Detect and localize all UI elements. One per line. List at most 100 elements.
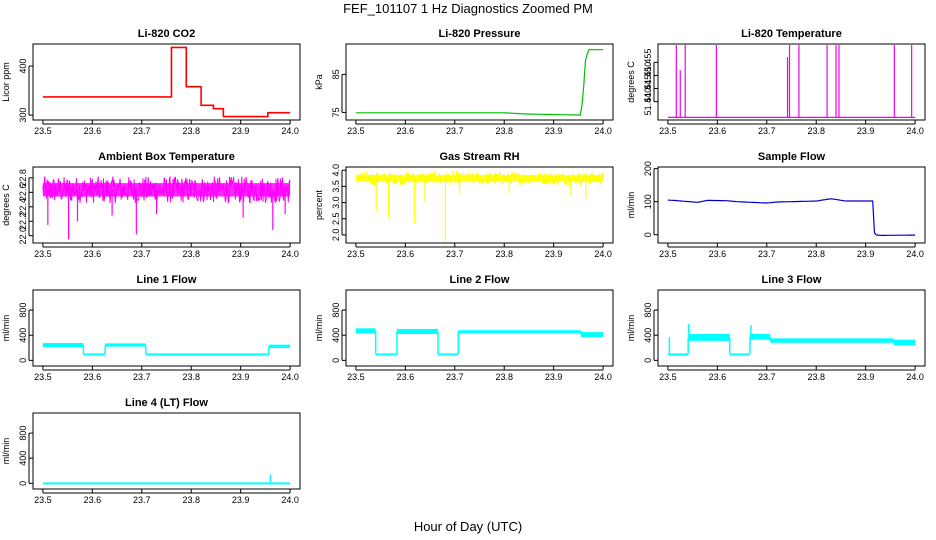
- y-tick-label: 22.8: [18, 169, 28, 187]
- x-tick-label: 23.7: [133, 126, 151, 136]
- x-tick-label: 23.7: [758, 126, 776, 136]
- data-layer: [667, 323, 916, 356]
- y-axis-label: ml/min: [626, 315, 636, 342]
- x-tick-label: 23.9: [545, 126, 563, 136]
- x-tick-label: 23.9: [232, 372, 250, 382]
- data-layer: [355, 170, 604, 242]
- panel-title: Sample Flow: [758, 151, 826, 163]
- y-axis-label: degrees C: [1, 184, 11, 226]
- y-axis-label: kPa: [314, 74, 324, 90]
- y-tick-label: 51.450: [643, 62, 653, 90]
- x-tick-label: 24.0: [906, 249, 924, 259]
- chart-panel-9: Line 3 Flow ml/min 23.5 23.6 23.7 23.8 23.9 24.…: [626, 274, 926, 382]
- plot-frame: [657, 166, 926, 244]
- y-tick-label: 75: [331, 107, 341, 117]
- x-tick-label: 23.7: [446, 372, 464, 382]
- x-tick-label: 23.5: [659, 372, 677, 382]
- panel-title: Li-820 CO2: [138, 28, 195, 40]
- flow-segment: [580, 332, 604, 338]
- y-tick-label: 51.440: [643, 88, 653, 116]
- y-tick-label: 2.5: [331, 212, 341, 225]
- y-tick-label: 85: [331, 69, 341, 79]
- x-tick-label: 23.7: [133, 372, 151, 382]
- y-tick-label: 22.2: [18, 213, 28, 231]
- y-axis-label: ml/min: [314, 315, 324, 342]
- x-tick-label: 23.9: [857, 372, 875, 382]
- panel-title: Li-820 Pressure: [439, 28, 521, 40]
- x-tick-label: 23.5: [34, 249, 52, 259]
- y-axis-label: percent: [314, 189, 324, 220]
- plot-frame: [345, 166, 614, 244]
- x-tick-label: 24.0: [906, 126, 924, 136]
- x-tick-label: 23.6: [84, 495, 102, 505]
- x-tick-label: 23.6: [709, 249, 727, 259]
- y-axis-label: degrees C: [626, 61, 636, 103]
- x-tick-label: 23.9: [232, 249, 250, 259]
- x-tick-label: 23.7: [446, 249, 464, 259]
- y-tick-label: 400: [331, 328, 341, 343]
- x-tick-label: 23.8: [182, 126, 200, 136]
- y-tick-label: 0: [18, 358, 28, 363]
- data-layer: [355, 328, 604, 356]
- x-tick-label: 23.8: [495, 126, 513, 136]
- y-tick-label: 22.0: [18, 227, 28, 245]
- flow-segment: [396, 328, 438, 334]
- y-tick-label: 51.445: [643, 75, 653, 103]
- flow-segment: [83, 353, 106, 356]
- flow-segment: [688, 333, 730, 341]
- x-tick-label: 23.5: [347, 372, 365, 382]
- panel-title: Line 3 Flow: [762, 274, 822, 286]
- y-tick-label: 4.0: [331, 164, 341, 177]
- x-tick-label: 23.5: [34, 372, 52, 382]
- co2-series-line: [42, 46, 291, 118]
- x-tick-label: 24.0: [594, 372, 612, 382]
- x-tick-label: 24.0: [594, 126, 612, 136]
- y-tick-label: 800: [643, 303, 653, 318]
- data-layer: [42, 175, 291, 240]
- plot-frame: [657, 43, 926, 121]
- x-tick-label: 23.8: [495, 372, 513, 382]
- x-tick-label: 23.8: [182, 249, 200, 259]
- y-tick-label: 0: [643, 358, 653, 363]
- x-tick-label: 23.5: [34, 126, 52, 136]
- y-tick-label: 800: [18, 303, 28, 318]
- y-tick-label: 400: [18, 59, 28, 74]
- y-tick-label: 100: [643, 194, 653, 209]
- x-tick-label: 23.5: [34, 495, 52, 505]
- chart-panel-7: Line 1 Flow ml/min 23.5 23.6 23.7 23.8 23.9 24.…: [1, 274, 301, 382]
- x-tick-label: 23.6: [84, 372, 102, 382]
- y-tick-label: 400: [18, 328, 28, 343]
- x-tick-label: 24.0: [281, 126, 299, 136]
- flow-segment: [375, 353, 397, 356]
- x-tick-label: 23.5: [347, 126, 365, 136]
- x-tick-label: 23.9: [232, 495, 250, 505]
- chart-panel-8: Line 2 Flow ml/min 23.5 23.6 23.7 23.8 23.9 24.…: [314, 274, 614, 382]
- y-tick-label: 800: [331, 303, 341, 318]
- chart-panel-4: Ambient Box Temperature degrees C 23.5 23.6…: [1, 151, 301, 259]
- x-tick-label: 23.6: [397, 372, 415, 382]
- plot-frame: [32, 43, 301, 121]
- flow-segment: [458, 330, 581, 334]
- panel-title: Li-820 Temperature: [741, 28, 842, 40]
- data-layer: [42, 46, 291, 118]
- panel-title: Line 2 Flow: [450, 274, 510, 286]
- x-tick-label: 23.7: [758, 372, 776, 382]
- x-tick-label: 23.5: [347, 249, 365, 259]
- data-layer: [355, 49, 604, 116]
- data-layer: [42, 474, 291, 485]
- series-line: [667, 198, 916, 236]
- x-tick-label: 23.6: [397, 126, 415, 136]
- x-tick-label: 23.9: [232, 126, 250, 136]
- y-tick-label: 2.0: [331, 229, 341, 242]
- flow-segment: [42, 343, 84, 348]
- x-tick-label: 23.9: [545, 249, 563, 259]
- noise-band-core: [355, 175, 604, 182]
- panel-title: Line 1 Flow: [137, 274, 197, 286]
- data-layer: [42, 343, 291, 356]
- y-tick-label: 51.455: [643, 49, 653, 77]
- plot-frame: [32, 166, 301, 244]
- x-tick-label: 23.8: [807, 126, 825, 136]
- flow-segment: [145, 353, 269, 356]
